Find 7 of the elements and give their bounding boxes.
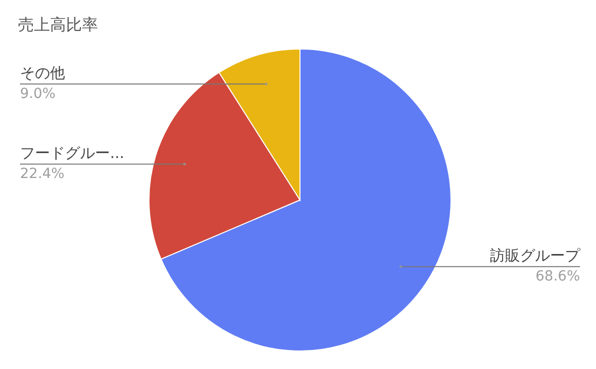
slice-label: フードグルー...	[20, 144, 124, 162]
slice-label: その他	[20, 64, 65, 82]
data-label: 68.6%	[536, 268, 580, 285]
data-label: 9.0%	[20, 86, 56, 102]
slice-label: 訪販グループ	[490, 246, 581, 265]
data-label: 22.4%	[20, 166, 64, 182]
chart-title: 売上高比率	[18, 15, 98, 34]
